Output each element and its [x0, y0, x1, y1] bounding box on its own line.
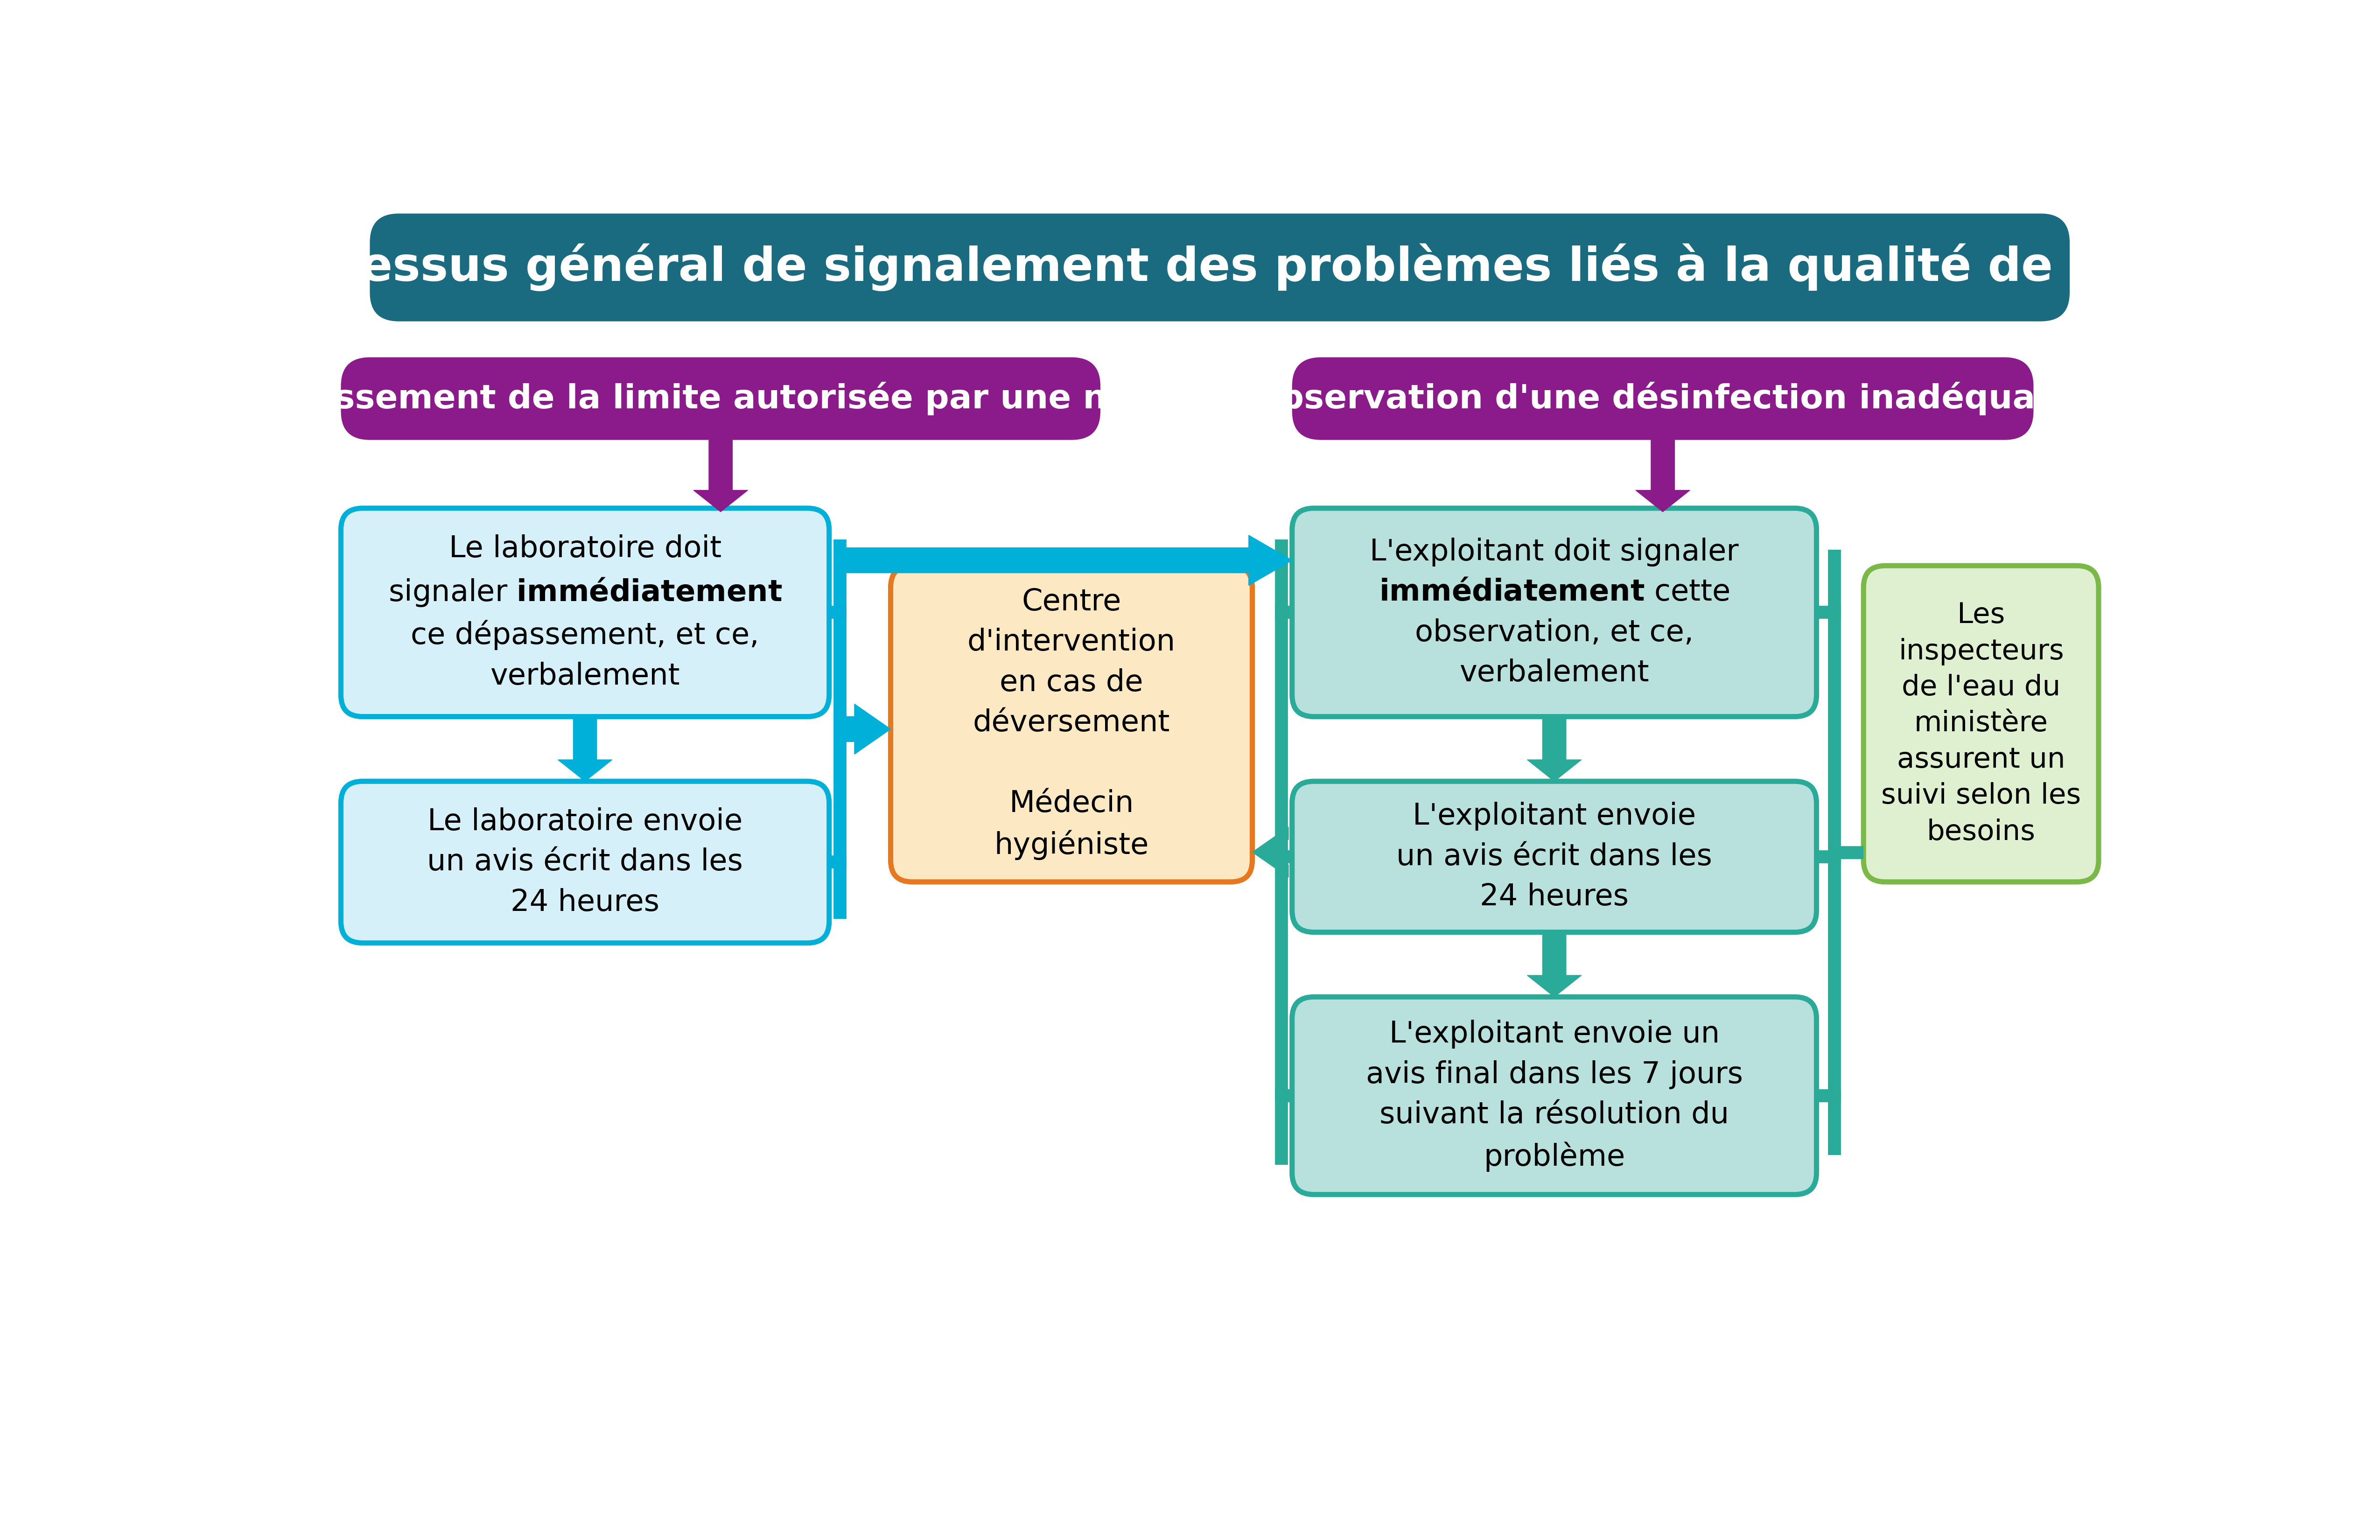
Text: Centre
d'intervention
en cas de
déversement

Médecin
hygiéniste: Centre d'intervention en cas de déversem…: [966, 587, 1176, 861]
Polygon shape: [1528, 716, 1580, 781]
Text: L'exploitant doit signaler
$\bf{immédiatement}$ cette
observation, et ce,
verbal: L'exploitant doit signaler $\bf{immédiat…: [1371, 537, 1740, 687]
Text: Observation d'une désinfection inadéquate: Observation d'une désinfection inadéquat…: [1252, 382, 2075, 416]
FancyBboxPatch shape: [1292, 357, 2033, 440]
FancyBboxPatch shape: [1292, 508, 1816, 716]
FancyBboxPatch shape: [1292, 781, 1816, 932]
Text: Le laboratoire doit
signaler $\bf{immédiatement}$
ce dépassement, et ce,
verbale: Le laboratoire doit signaler $\bf{immédi…: [388, 534, 783, 690]
Text: Dépassement de la limite autorisée par une norme: Dépassement de la limite autorisée par u…: [238, 382, 1204, 416]
Text: Le laboratoire envoie
un avis écrit dans les
24 heures: Le laboratoire envoie un avis écrit dans…: [426, 807, 743, 916]
Text: L'exploitant envoie
un avis écrit dans les
24 heures: L'exploitant envoie un avis écrit dans l…: [1397, 802, 1711, 912]
Text: Les
inspecteurs
de l'eau du
ministère
assurent un
suivi selon les
besoins: Les inspecteurs de l'eau du ministère as…: [1880, 602, 2080, 845]
FancyBboxPatch shape: [369, 214, 2071, 322]
Text: L'exploitant envoie un
avis final dans les 7 jours
suivant la résolution du
prob: L'exploitant envoie un avis final dans l…: [1366, 1019, 1742, 1172]
FancyBboxPatch shape: [340, 781, 828, 942]
Polygon shape: [835, 536, 1292, 585]
Polygon shape: [1635, 440, 1690, 511]
Polygon shape: [840, 704, 890, 755]
Polygon shape: [1528, 932, 1580, 996]
FancyBboxPatch shape: [1864, 565, 2099, 882]
FancyBboxPatch shape: [340, 508, 828, 716]
Polygon shape: [557, 716, 612, 781]
FancyBboxPatch shape: [1292, 996, 1816, 1195]
Text: Processus général de signalement des problèmes liés à la qualité de l'eau: Processus général de signalement des pro…: [243, 243, 2197, 291]
Polygon shape: [693, 440, 747, 511]
FancyBboxPatch shape: [340, 357, 1100, 440]
Polygon shape: [1252, 827, 1288, 878]
FancyBboxPatch shape: [890, 565, 1252, 882]
